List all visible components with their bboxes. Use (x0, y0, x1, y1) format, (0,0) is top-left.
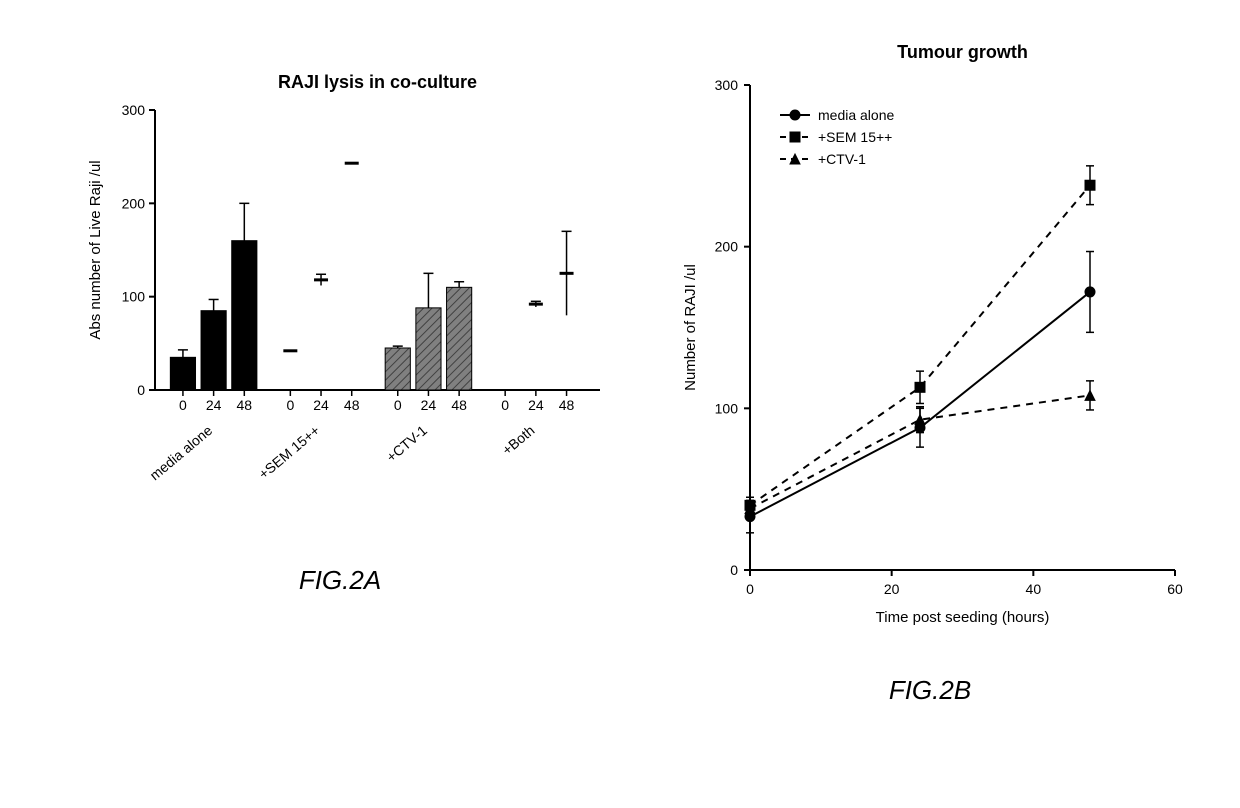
svg-text:0: 0 (137, 382, 145, 398)
svg-text:+Both: +Both (499, 422, 538, 458)
svg-text:+SEM 15++: +SEM 15++ (818, 129, 892, 145)
svg-text:24: 24 (313, 397, 329, 413)
svg-text:media alone: media alone (818, 107, 894, 123)
figure-b-caption: FIG.2B (660, 675, 1200, 706)
svg-text:48: 48 (451, 397, 467, 413)
svg-text:+CTV-1: +CTV-1 (818, 151, 866, 167)
svg-text:24: 24 (421, 397, 437, 413)
svg-text:Number of RAJI /ul: Number of RAJI /ul (682, 264, 699, 391)
svg-text:24: 24 (206, 397, 222, 413)
svg-text:Tumour growth: Tumour growth (897, 42, 1028, 62)
svg-text:0: 0 (286, 397, 294, 413)
svg-text:0: 0 (746, 581, 754, 597)
svg-text:Abs number of Live Raji /ul: Abs number of Live Raji /ul (87, 160, 104, 339)
svg-text:20: 20 (884, 581, 900, 597)
bar-chart: RAJI lysis in co-culture 0 100 200 300 Abs nu… (60, 60, 620, 520)
svg-text:RAJI lysis in co-culture: RAJI lysis in co-culture (278, 72, 477, 92)
svg-text:+SEM 15++: +SEM 15++ (255, 422, 322, 482)
svg-text:+CTV-1: +CTV-1 (383, 422, 430, 465)
figure-a-caption: FIG.2A (60, 565, 620, 596)
svg-text:0: 0 (179, 397, 187, 413)
svg-text:0: 0 (501, 397, 509, 413)
svg-text:0: 0 (394, 397, 402, 413)
svg-text:48: 48 (344, 397, 360, 413)
svg-text:48: 48 (237, 397, 253, 413)
svg-text:300: 300 (715, 77, 739, 93)
svg-text:100: 100 (122, 289, 146, 305)
svg-text:200: 200 (122, 195, 146, 211)
figure-a-panel: RAJI lysis in co-culture 0 100 200 300 Abs nu… (60, 60, 620, 620)
svg-text:100: 100 (715, 400, 739, 416)
figure-b-panel: Tumour growth 0 100 200 300 0 20 40 60 Number of … (660, 30, 1200, 730)
svg-text:200: 200 (715, 239, 739, 255)
svg-text:media alone: media alone (147, 422, 216, 483)
svg-text:Time post seeding (hours): Time post seeding (hours) (876, 609, 1050, 626)
svg-text:40: 40 (1026, 581, 1042, 597)
svg-text:48: 48 (559, 397, 575, 413)
svg-text:300: 300 (122, 102, 146, 118)
svg-text:24: 24 (528, 397, 544, 413)
svg-text:0: 0 (730, 562, 738, 578)
line-chart: Tumour growth 0 100 200 300 0 20 40 60 Number of … (660, 30, 1200, 650)
page: RAJI lysis in co-culture0100200300Abs nu… (0, 0, 1240, 808)
svg-text:60: 60 (1167, 581, 1183, 597)
